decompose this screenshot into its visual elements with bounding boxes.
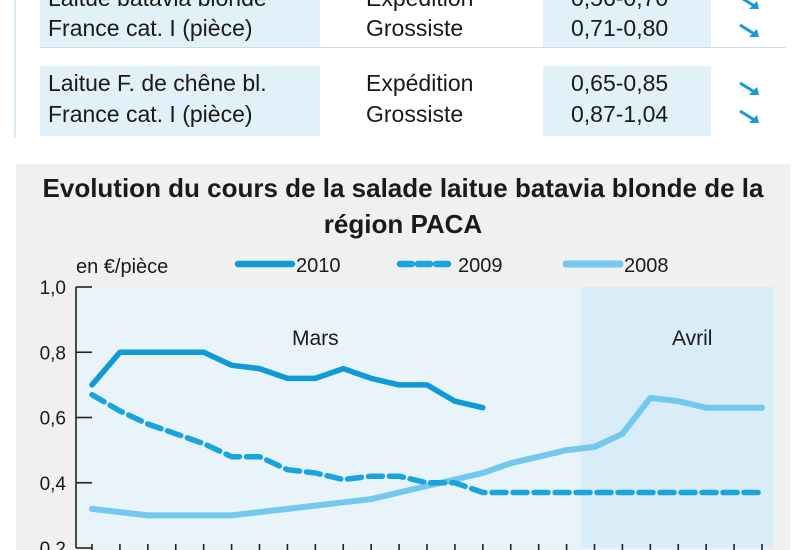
y-tick-label: 0,4 xyxy=(40,474,67,495)
y-tick-label: 0,2 xyxy=(40,539,66,550)
trend-down-icon xyxy=(739,23,759,37)
product-band-1 xyxy=(40,0,320,47)
product-category: France cat. I (pièce) xyxy=(48,101,253,127)
series-line-2009 xyxy=(89,391,765,496)
price-band-2 xyxy=(543,66,711,136)
price-range: 0,71-0,80 xyxy=(571,15,669,41)
legend-label-2010: 2010 xyxy=(296,255,341,277)
trend-down-icon xyxy=(739,109,759,123)
legend-label-2009: 2009 xyxy=(458,255,503,277)
product-category: France cat. I (pièce) xyxy=(48,15,253,41)
y-tick-label: 0,6 xyxy=(40,409,66,430)
series-line-2008 xyxy=(89,394,765,519)
stage-label: Expédition xyxy=(366,70,474,96)
series-line-2010 xyxy=(89,349,486,411)
price-range: 0,56-0,70 xyxy=(571,0,668,13)
stage-label: Grossiste xyxy=(366,101,464,127)
trend-down-icon xyxy=(739,81,759,95)
product-band-2 xyxy=(40,66,320,136)
y-tick-label: 1,0 xyxy=(40,278,66,299)
chart-title: Evolution du cours de la salade laitue b… xyxy=(42,173,764,239)
trend-down-icon xyxy=(741,0,759,9)
period-label: Mars xyxy=(292,327,339,350)
price-band-1 xyxy=(543,0,711,47)
y-tick-label: 0,8 xyxy=(40,343,66,364)
price-table: Laitue batavia blonde France cat. I (piè… xyxy=(0,0,800,150)
legend-label-2008: 2008 xyxy=(624,255,669,277)
product-name: Laitue batavia blonde xyxy=(48,0,267,13)
price-range: 0,65-0,85 xyxy=(571,70,669,96)
period-shade-avril xyxy=(580,287,774,548)
row-separator xyxy=(40,47,786,48)
table-left-border xyxy=(14,0,16,138)
product-name: Laitue F. de chêne bl. xyxy=(48,70,267,96)
price-range: 0,87-1,04 xyxy=(571,101,669,127)
unit-label: en €/pièce xyxy=(76,256,168,278)
period-label: Avril xyxy=(672,327,712,350)
stage-label: Expédition xyxy=(366,0,473,13)
stage-label: Grossiste xyxy=(366,15,464,41)
